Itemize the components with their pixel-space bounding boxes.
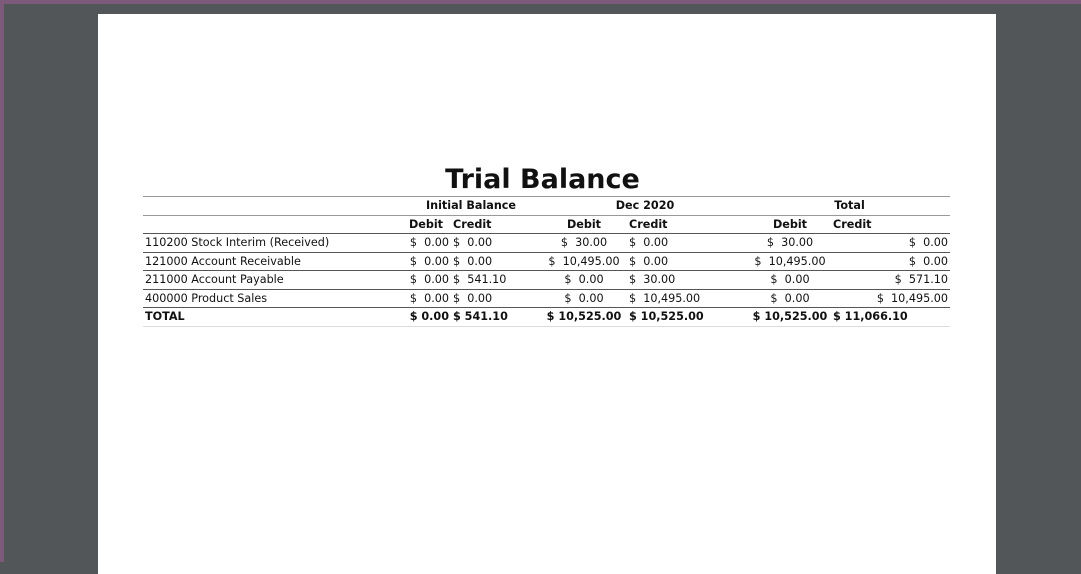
- total-t-debit: $ 10,525.00: [749, 307, 831, 327]
- column-header-row: Debit Credit Debit Credit Debit Credit: [143, 215, 950, 234]
- trial-balance-table: Initial Balance Dec 2020 Total Debit Cre…: [143, 196, 950, 327]
- amount-t-debit: $ 0.00: [749, 270, 831, 290]
- amount-t-credit: $ 10,495.00: [831, 289, 950, 308]
- amount-t-credit: $ 0.00: [831, 252, 950, 271]
- group-total: Total: [749, 196, 950, 216]
- group-period: Dec 2020: [541, 196, 749, 216]
- amount-p-credit: $ 30.00: [627, 270, 749, 290]
- total-ib-credit: $ 541.10: [451, 307, 541, 327]
- col-t-debit: Debit: [749, 215, 831, 234]
- col-ib-debit: Debit: [401, 215, 451, 234]
- amount-ib-credit: $ 0.00: [451, 252, 541, 271]
- amount-p-debit: $ 10,495.00: [541, 252, 627, 271]
- amount-ib-credit: $ 541.10: [451, 270, 541, 290]
- table-row: 211000 Account Payable $ 0.00 $ 541.10 $ 0.…: [143, 270, 950, 290]
- amount-ib-debit: $ 0.00: [401, 252, 451, 271]
- group-header-row: Initial Balance Dec 2020 Total: [143, 196, 950, 216]
- table-row: 400000 Product Sales $ 0.00 $ 0.00 $ 0.00 $ …: [143, 289, 950, 308]
- table-row: 110200 Stock Interim (Received) $ 0.00 $ 0…: [143, 233, 950, 253]
- col-t-credit: Credit: [831, 215, 950, 234]
- amount-t-debit: $ 30.00: [749, 233, 831, 253]
- amount-ib-credit: $ 0.00: [451, 289, 541, 308]
- account-name: 400000 Product Sales: [143, 289, 401, 308]
- col-p-debit: Debit: [541, 215, 627, 234]
- account-name: 211000 Account Payable: [143, 270, 401, 290]
- amount-t-debit: $ 0.00: [749, 289, 831, 308]
- total-t-credit: $ 11,066.10: [831, 307, 950, 327]
- amount-t-credit: $ 0.00: [831, 233, 950, 253]
- amount-p-credit: $ 10,495.00: [627, 289, 749, 308]
- total-row: TOTAL $ 0.00 $ 541.10 $ 10,525.00 $ 10,525.0…: [143, 307, 950, 327]
- amount-t-debit: $ 10,495.00: [749, 252, 831, 271]
- total-p-credit: $ 10,525.00: [627, 307, 749, 327]
- amount-p-debit: $ 30.00: [541, 233, 627, 253]
- amount-p-credit: $ 0.00: [627, 233, 749, 253]
- col-p-credit: Credit: [627, 215, 749, 234]
- account-name: 110200 Stock Interim (Received): [143, 233, 401, 253]
- account-name: 121000 Account Receivable: [143, 252, 401, 271]
- amount-ib-credit: $ 0.00: [451, 233, 541, 253]
- blank-header: [143, 215, 401, 234]
- total-ib-debit: $ 0.00: [401, 307, 451, 327]
- blank-header: [143, 196, 401, 216]
- amount-ib-debit: $ 0.00: [401, 289, 451, 308]
- report-title: Trial Balance: [445, 164, 640, 195]
- total-label: TOTAL: [143, 307, 401, 327]
- total-p-debit: $ 10,525.00: [541, 307, 627, 327]
- col-ib-credit: Credit: [451, 215, 541, 234]
- amount-t-credit: $ 571.10: [831, 270, 950, 290]
- table-row: 121000 Account Receivable $ 0.00 $ 0.00 $ 1…: [143, 252, 950, 271]
- amount-ib-debit: $ 0.00: [401, 270, 451, 290]
- trial-balance-report: Trial Balance Initial Balance Dec 2020 T…: [143, 164, 950, 327]
- group-initial-balance: Initial Balance: [401, 196, 541, 216]
- pdf-page: Trial Balance Initial Balance Dec 2020 T…: [98, 14, 996, 574]
- amount-p-debit: $ 0.00: [541, 270, 627, 290]
- amount-ib-debit: $ 0.00: [401, 233, 451, 253]
- amount-p-credit: $ 0.00: [627, 252, 749, 271]
- amount-p-debit: $ 0.00: [541, 289, 627, 308]
